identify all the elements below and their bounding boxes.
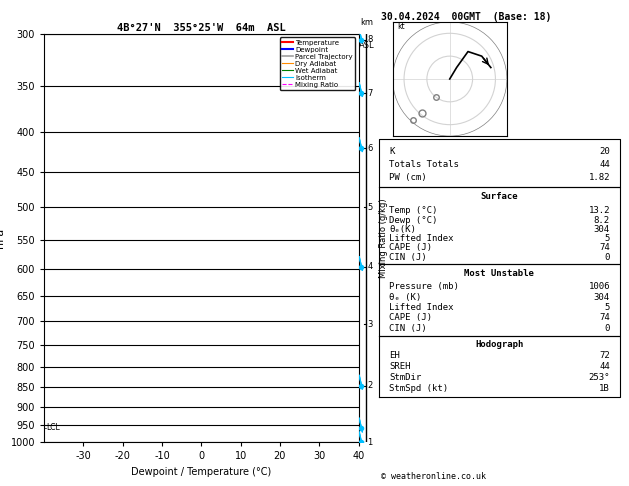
Text: θₑ (K): θₑ (K): [389, 293, 421, 301]
Text: θₑ(K): θₑ(K): [389, 225, 416, 234]
Text: 8: 8: [367, 35, 372, 44]
Text: Surface: Surface: [481, 192, 518, 202]
Text: 13.2: 13.2: [589, 207, 610, 215]
Text: Most Unstable: Most Unstable: [464, 269, 535, 278]
Text: 74: 74: [599, 243, 610, 252]
Text: CIN (J): CIN (J): [389, 324, 426, 332]
Text: Mixing Ratio (g/kg): Mixing Ratio (g/kg): [379, 198, 388, 278]
Text: 5: 5: [604, 303, 610, 312]
Text: km: km: [360, 18, 373, 27]
Text: 0: 0: [604, 253, 610, 261]
Text: Hodograph: Hodograph: [476, 340, 523, 349]
Text: 44: 44: [599, 363, 610, 371]
Text: Lifted Index: Lifted Index: [389, 234, 454, 243]
Text: 2: 2: [367, 381, 372, 390]
X-axis label: Dewpoint / Temperature (°C): Dewpoint / Temperature (°C): [131, 467, 271, 477]
Text: CIN (J): CIN (J): [389, 253, 426, 261]
Text: 1006: 1006: [589, 282, 610, 291]
Text: 304: 304: [594, 293, 610, 301]
Text: 1B: 1B: [599, 384, 610, 393]
Text: StmDir: StmDir: [389, 373, 421, 382]
Text: 5: 5: [604, 234, 610, 243]
Text: © weatheronline.co.uk: © weatheronline.co.uk: [381, 472, 486, 481]
Title: 4B°27'N  355°25'W  64m  ASL: 4B°27'N 355°25'W 64m ASL: [117, 23, 286, 33]
Text: StmSpd (kt): StmSpd (kt): [389, 384, 448, 393]
Text: K: K: [389, 147, 394, 156]
Text: Dewp (°C): Dewp (°C): [389, 216, 437, 225]
Text: kt: kt: [397, 22, 405, 31]
Text: 74: 74: [599, 313, 610, 322]
Text: 6: 6: [367, 143, 372, 153]
Text: 30.04.2024  00GMT  (Base: 18): 30.04.2024 00GMT (Base: 18): [381, 12, 551, 22]
Text: SREH: SREH: [389, 363, 410, 371]
Text: Totals Totals: Totals Totals: [389, 160, 459, 169]
Text: PW (cm): PW (cm): [389, 173, 426, 182]
Text: 7: 7: [367, 88, 372, 98]
Text: 44: 44: [599, 160, 610, 169]
Text: 20: 20: [599, 147, 610, 156]
Text: 1.82: 1.82: [589, 173, 610, 182]
Text: CAPE (J): CAPE (J): [389, 243, 432, 252]
Text: 253°: 253°: [589, 373, 610, 382]
Text: LCL: LCL: [46, 423, 60, 432]
Text: EH: EH: [389, 351, 399, 361]
Text: 3: 3: [367, 320, 372, 329]
Text: 1: 1: [367, 438, 372, 447]
Text: Temp (°C): Temp (°C): [389, 207, 437, 215]
Text: 5: 5: [367, 203, 372, 212]
Text: 4: 4: [367, 262, 372, 271]
Text: 304: 304: [594, 225, 610, 234]
Text: 72: 72: [599, 351, 610, 361]
Text: CAPE (J): CAPE (J): [389, 313, 432, 322]
Text: Lifted Index: Lifted Index: [389, 303, 454, 312]
Y-axis label: hPa: hPa: [0, 228, 5, 248]
Text: Pressure (mb): Pressure (mb): [389, 282, 459, 291]
Text: 0: 0: [604, 324, 610, 332]
Legend: Temperature, Dewpoint, Parcel Trajectory, Dry Adiabat, Wet Adiabat, Isotherm, Mi: Temperature, Dewpoint, Parcel Trajectory…: [280, 37, 355, 90]
Text: ASL: ASL: [359, 41, 374, 50]
Text: 8.2: 8.2: [594, 216, 610, 225]
